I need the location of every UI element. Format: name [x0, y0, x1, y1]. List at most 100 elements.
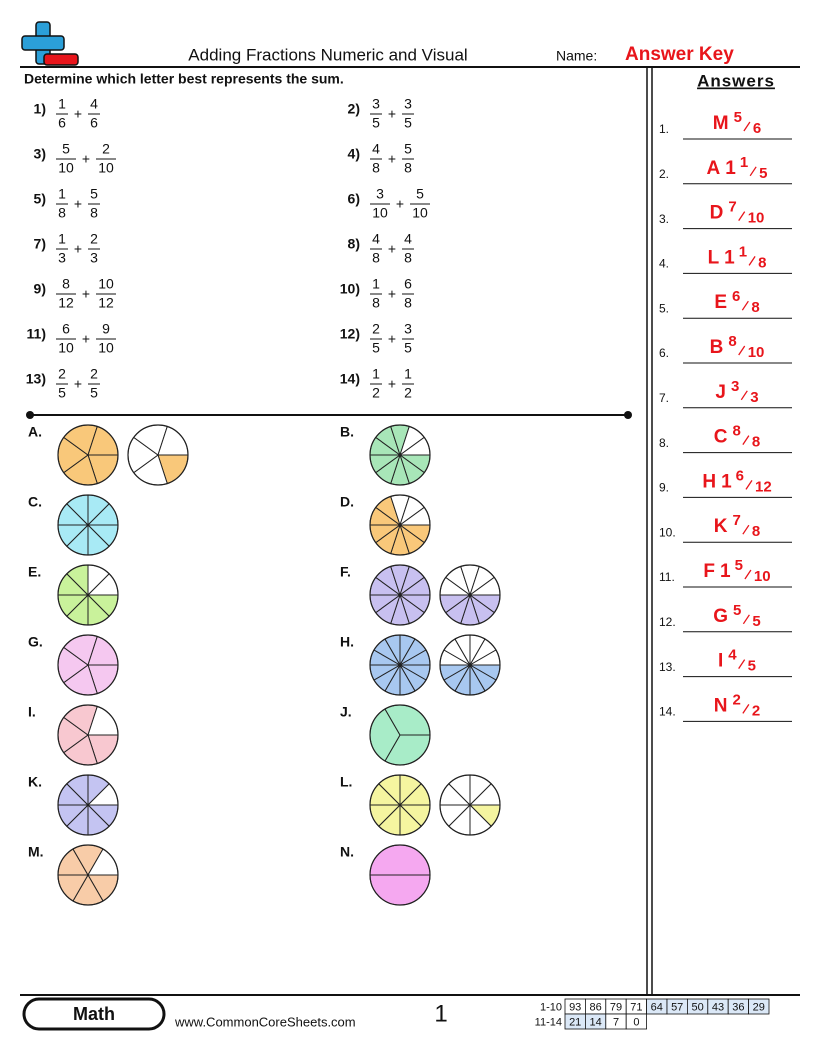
problem-number: 1) [34, 101, 46, 117]
denominator: 3 [90, 250, 98, 266]
answer-denominator: 6 [753, 120, 761, 137]
score-cell [625, 1013, 648, 1030]
answer-number: 13. [659, 660, 676, 674]
pie-outline [57, 774, 119, 836]
numerator: 4 [90, 96, 98, 112]
pie-letter: A. [28, 424, 42, 440]
denominator: 8 [404, 295, 412, 311]
pie-outline [369, 704, 431, 766]
pie-group [369, 494, 431, 556]
pie-outline [439, 634, 501, 696]
answer-slash [742, 704, 750, 714]
pie-outline [57, 564, 119, 626]
numerator: 1 [372, 366, 380, 382]
pie [439, 774, 501, 836]
numerator: 4 [372, 141, 380, 157]
website: www.CommonCoreSheets.com [174, 1014, 356, 1029]
score-label: 1-10 [540, 1001, 562, 1013]
problem-number: 2) [348, 101, 360, 117]
pie [439, 634, 501, 696]
answer-denominator: 5 [759, 165, 767, 182]
answer-numerator: 2 [733, 691, 741, 708]
problem-number: 4) [348, 146, 360, 162]
answer: A 1 15 [707, 154, 768, 182]
pie-letter: H. [340, 634, 354, 650]
pie [369, 774, 431, 836]
answer: D 7 10 [710, 199, 765, 227]
denominator: 10 [98, 340, 114, 356]
score: 7 [613, 1016, 619, 1028]
score-cell [748, 998, 770, 1015]
numerator: 10 [98, 276, 114, 292]
pie-letter: N. [340, 844, 354, 860]
pie-outline [57, 844, 119, 906]
answer-whole: 1 [721, 471, 732, 492]
denominator: 12 [98, 295, 114, 311]
operator: + [82, 151, 90, 167]
score: 14 [589, 1016, 601, 1028]
denominator: 10 [98, 160, 114, 176]
answer: M 56 [713, 109, 762, 137]
operator: + [388, 151, 396, 167]
pie-outline [369, 844, 431, 906]
score-label: 11-14 [535, 1016, 562, 1028]
pie [57, 844, 119, 906]
score: 29 [753, 1001, 765, 1013]
answer-number: 5. [659, 301, 669, 315]
answer-letter: B [710, 337, 724, 358]
answer-letter: K [714, 516, 728, 537]
pie-group [369, 774, 501, 836]
answer-letter: N [714, 695, 728, 716]
problem-number: 7) [34, 236, 46, 252]
answer-numerator: 5 [733, 602, 741, 619]
answer-numerator: 3 [731, 378, 739, 395]
separator-dot [26, 411, 34, 419]
pie-group [57, 564, 119, 626]
numerator: 3 [376, 186, 384, 202]
numerator: 5 [90, 186, 98, 202]
pie-group [57, 494, 119, 556]
subject: Math [73, 1004, 115, 1024]
problem-number: 8) [348, 236, 360, 252]
pie-letter: L. [340, 774, 352, 790]
logo [21, 21, 79, 66]
answer: G 55 [713, 602, 760, 630]
answer-number: 6. [659, 346, 669, 360]
pie-outline [369, 634, 431, 696]
problem-number: 12) [340, 326, 360, 342]
answer-denominator: 2 [752, 702, 760, 719]
score: 50 [691, 1001, 703, 1013]
denominator: 2 [404, 385, 412, 401]
denominator: 8 [90, 205, 98, 221]
answer-number: 14. [659, 705, 676, 719]
operator: + [388, 106, 396, 122]
denominator: 8 [372, 160, 380, 176]
answer-denominator: 12 [755, 478, 772, 495]
answer-numerator: 4 [728, 647, 737, 664]
answer-slash [738, 211, 746, 221]
pie [57, 424, 119, 486]
answer-denominator: 8 [758, 254, 766, 271]
answer-slash [741, 300, 749, 311]
denominator: 5 [372, 115, 380, 131]
score: 79 [610, 1001, 622, 1013]
answer-number: 10. [659, 525, 676, 539]
answer-letter: M [713, 113, 729, 134]
pie-slice [369, 874, 431, 906]
answer-number: 8. [659, 436, 669, 450]
pie-outline [57, 494, 119, 556]
denominator: 8 [372, 250, 380, 266]
answer-letter: C [714, 427, 728, 448]
numerator: 5 [404, 141, 412, 157]
answer-whole: 1 [724, 247, 735, 268]
answer-number: 3. [659, 212, 669, 226]
operator: + [74, 241, 82, 257]
answer-letter: J [715, 382, 726, 403]
operator: + [388, 331, 396, 347]
pie-outline [57, 424, 119, 486]
answer-slash [748, 256, 756, 266]
score: 71 [630, 1001, 642, 1013]
pie-outline [369, 494, 431, 556]
pie-group [57, 634, 119, 696]
